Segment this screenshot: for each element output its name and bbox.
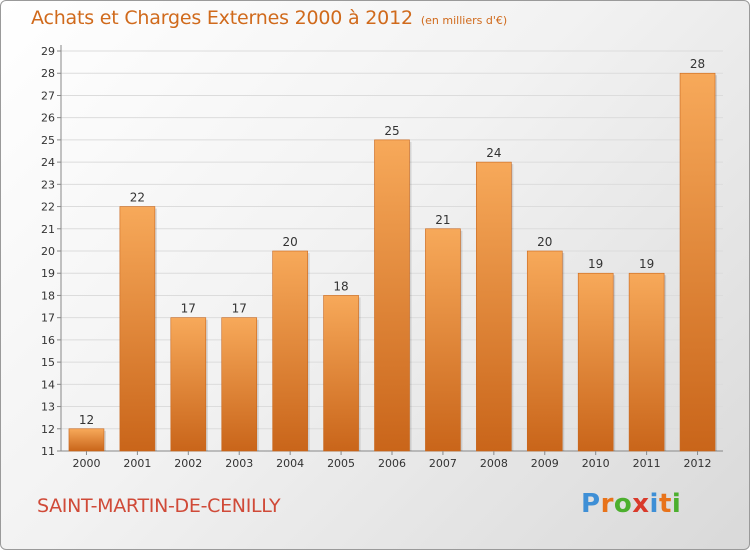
y-tick-label: 21	[41, 223, 55, 236]
y-tick-label: 23	[41, 178, 55, 191]
y-tick-label: 17	[41, 312, 55, 325]
x-tick-label: 2005	[327, 457, 355, 470]
brand-letter: t	[658, 489, 672, 519]
bar-value-label: 19	[588, 257, 603, 271]
y-tick-label: 14	[41, 378, 55, 391]
bar-value-label: 18	[333, 279, 348, 293]
bar-value-label: 25	[384, 124, 399, 138]
x-tick-labels: 2000 2001 2002 2003 2004 2005 2006 2007 2008 2009…	[72, 451, 712, 470]
bar-value-label: 28	[690, 57, 705, 71]
bar-value-label: 19	[639, 257, 654, 271]
bar	[577, 272, 614, 452]
bar-value-label: 12	[79, 413, 94, 427]
bar	[68, 428, 105, 452]
bar	[628, 272, 665, 452]
x-tick-label: 2012	[684, 457, 712, 470]
bar	[272, 250, 308, 452]
y-tick-label: 25	[41, 134, 55, 147]
bar	[170, 317, 207, 452]
bar-value-label: 20	[537, 235, 552, 249]
y-tick-label: 22	[41, 201, 55, 214]
x-tick-label: 2000	[72, 457, 100, 470]
y-tick-label: 24	[41, 156, 55, 169]
commune-name: SAINT-MARTIN-DE-CENILLY	[37, 495, 281, 517]
x-tick-label: 2010	[582, 457, 610, 470]
y-tick-label: 12	[41, 423, 55, 436]
bar-value-label: 20	[283, 235, 298, 249]
brand-letter: i	[649, 489, 659, 519]
y-tick-label: 16	[41, 334, 55, 347]
y-tick-labels: 11 12 13 14 15 16 17 18 19 20 21 22 23 24 25 26 27 28 29	[41, 45, 55, 458]
x-tick-label: 2007	[429, 457, 457, 470]
bar-value-label: 17	[232, 302, 247, 316]
bars	[68, 72, 718, 452]
y-tick-label: 28	[41, 67, 55, 80]
brand-letter: P	[581, 489, 601, 519]
y-tick-label: 27	[41, 89, 55, 102]
bar-value-labels: 12 22 17 17 20 18 25 21 24 20 19 19 28	[79, 57, 705, 427]
bar	[221, 317, 258, 452]
x-tick-label: 2008	[480, 457, 508, 470]
bar	[679, 72, 716, 452]
bar	[526, 250, 563, 452]
bar-value-label: 17	[181, 302, 196, 316]
x-tick-label: 2002	[174, 457, 202, 470]
bar	[119, 206, 156, 452]
brand-letter: o	[613, 489, 633, 519]
brand-logo: Proxiti	[581, 489, 681, 519]
y-tick-label: 20	[41, 245, 55, 258]
brand-letter: i	[671, 489, 682, 519]
x-tick-label: 2003	[225, 457, 253, 470]
bar	[323, 295, 359, 452]
y-tick-label: 15	[41, 356, 55, 369]
y-tick-label: 19	[41, 267, 55, 280]
brand-letter: r	[600, 489, 614, 519]
y-tick-label: 11	[41, 445, 55, 458]
x-tick-label: 2004	[276, 457, 304, 470]
chart-subtitle: (en milliers d'€)	[420, 14, 508, 27]
chart-title: Achats et Charges Externes 2000 à 2012	[31, 7, 413, 29]
bar	[425, 228, 461, 452]
x-tick-label: 2009	[531, 457, 559, 470]
x-tick-label: 2011	[633, 457, 661, 470]
x-tick-label: 2001	[123, 457, 151, 470]
x-tick-label: 2006	[378, 457, 406, 470]
bar-value-label: 21	[435, 213, 450, 227]
bar	[374, 139, 410, 452]
bar	[476, 161, 512, 452]
brand-letter: x	[632, 489, 650, 519]
y-tick-label: 13	[41, 401, 55, 414]
title-line: Achats et Charges Externes 2000 à 2012 (e…	[31, 7, 507, 29]
y-tick-label: 29	[41, 45, 55, 58]
y-tick-label: 26	[41, 112, 55, 125]
bar-value-label: 22	[130, 191, 145, 205]
bar-value-label: 24	[486, 146, 501, 160]
y-tick-label: 18	[41, 289, 55, 302]
